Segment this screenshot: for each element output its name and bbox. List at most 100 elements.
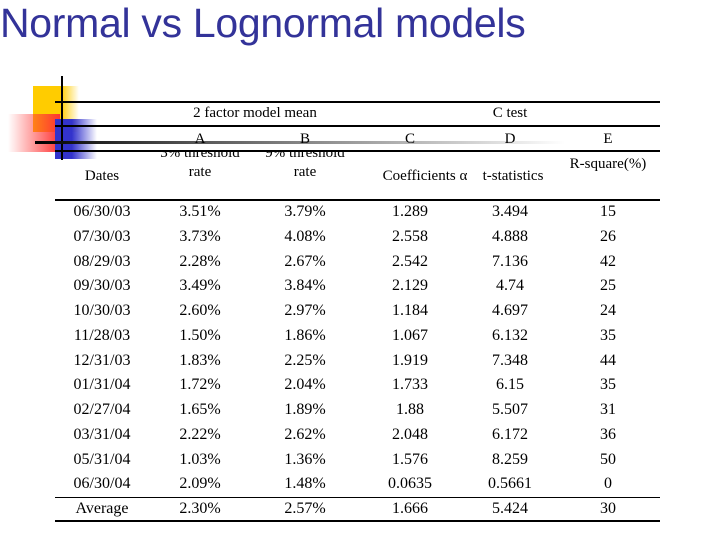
average-cell: 30 (600, 500, 616, 517)
table-cell: 5.507 (492, 401, 528, 418)
vertical-rule (61, 76, 63, 160)
table-cell: 1.733 (392, 376, 428, 394)
divider (55, 520, 660, 522)
average-cell: 2.30% (179, 500, 221, 517)
column-letter: C (404, 131, 415, 147)
table-cell: 1.88 (396, 401, 424, 418)
table-cell: 05/31/04 (73, 450, 131, 468)
table-cell: 7.348 (492, 351, 528, 369)
table-cell: 7.136 (492, 252, 528, 270)
table-cell: 0.5661 (488, 475, 532, 493)
table-cell: 1.03% (179, 450, 221, 468)
column-header-label: Dates (84, 168, 120, 184)
table-cell: 1.86% (284, 326, 326, 344)
table-cell: 2.25% (284, 351, 326, 369)
table-cell: 11/28/03 (73, 326, 131, 344)
table-cell: 2.129 (392, 277, 428, 295)
table-cell: 2.558 (392, 227, 428, 245)
table-cell: 15 (600, 203, 616, 220)
average-cell: 1.666 (392, 500, 428, 517)
table-cell: 26 (600, 227, 616, 245)
table-cell: 1.89% (284, 401, 326, 418)
red-square (8, 114, 60, 152)
table-cell: 0.0635 (388, 475, 432, 493)
table-cell: 06/30/04 (73, 475, 131, 493)
table-cell: 3.79% (284, 203, 326, 220)
column-header: t-statistics (468, 151, 558, 199)
divider (55, 101, 660, 103)
table-cell: 1.48% (284, 475, 326, 493)
table-cell: 6.172 (492, 425, 528, 443)
table-cell: 6.132 (492, 326, 528, 344)
table-cell: 8.259 (492, 450, 528, 468)
table-cell: 2.62% (284, 425, 326, 443)
table-cell: 1.919 (392, 351, 428, 369)
table-cell: 2.04% (284, 376, 326, 394)
table-cell: 09/30/03 (73, 277, 131, 295)
table-cell: 3.494 (492, 203, 528, 220)
column-header: Coefficients α (365, 151, 485, 199)
table-cell: 1.184 (392, 302, 428, 319)
table-cell: 10/30/03 (73, 302, 131, 319)
table-cell: 2.60% (179, 302, 221, 319)
page-title: Normal vs Lognormal models (0, 0, 526, 46)
table-cell: 31 (600, 401, 616, 418)
table-cell: 1.72% (179, 376, 221, 394)
table-cell: 2.22% (179, 425, 221, 443)
average-cell: 5.424 (492, 500, 528, 517)
column-letter: D (504, 131, 516, 147)
divider (55, 125, 660, 127)
column-header: 9% threshold rate (265, 151, 345, 199)
divider (55, 150, 660, 152)
table-cell: 35 (600, 376, 616, 394)
table-cell: 4.697 (492, 302, 528, 319)
table-cell: 44 (600, 351, 616, 369)
table-cell: 1.289 (392, 203, 428, 220)
table-cell: 3.73% (179, 227, 221, 245)
table-cell: 3.51% (179, 203, 221, 220)
table-cell: 0 (604, 475, 612, 493)
column-header-label: t-statistics (482, 168, 544, 184)
table-cell: 2.048 (392, 425, 428, 443)
table-cell: 1.576 (392, 450, 428, 468)
table-cell: 3.84% (284, 277, 326, 295)
table-cell: 2.28% (179, 252, 221, 270)
table-cell: 2.09% (179, 475, 221, 493)
table-cell: 08/29/03 (73, 252, 131, 270)
table-cell: 02/27/04 (73, 401, 131, 418)
table-cell: 2.97% (284, 302, 326, 319)
table-cell: 35 (600, 326, 616, 344)
column-header: Dates (62, 151, 142, 199)
table-cell: 03/31/04 (73, 425, 131, 443)
group-header: 2 factor model mean (193, 105, 317, 121)
column-header-label: Coefficients α (382, 168, 468, 184)
column-header-label: 9% threshold rate (265, 151, 345, 180)
horizontal-rule (35, 141, 565, 144)
table-cell: 6.15 (496, 376, 524, 394)
average-cell: 2.57% (284, 500, 326, 517)
table-cell: 25 (600, 277, 616, 295)
column-letter: A (194, 131, 206, 147)
table-cell: 50 (600, 450, 616, 468)
column-header: 3% threshold rate (160, 151, 240, 199)
table-cell: 1.067 (392, 326, 428, 344)
divider (55, 199, 660, 201)
table-cell: 24 (600, 302, 616, 319)
table-cell: 42 (600, 252, 616, 270)
group-header: C test (492, 105, 528, 121)
average-cell: Average (75, 500, 129, 517)
column-header-label: R-square(%) (569, 156, 647, 172)
table-cell: 4.74 (496, 277, 524, 295)
table-cell: 1.36% (284, 450, 326, 468)
table-cell: 4.08% (284, 227, 326, 245)
table-cell: 06/30/03 (73, 203, 131, 220)
table-cell: 1.65% (179, 401, 221, 418)
table-cell: 36 (600, 425, 616, 443)
table-cell: 01/31/04 (73, 376, 131, 394)
table-cell: 12/31/03 (73, 351, 131, 369)
column-header: R-square(%) (568, 151, 648, 199)
table-cell: 1.50% (179, 326, 221, 344)
column-letter: B (299, 131, 310, 147)
table-cell: 07/30/03 (73, 227, 131, 245)
table-cell: 3.49% (179, 277, 221, 295)
